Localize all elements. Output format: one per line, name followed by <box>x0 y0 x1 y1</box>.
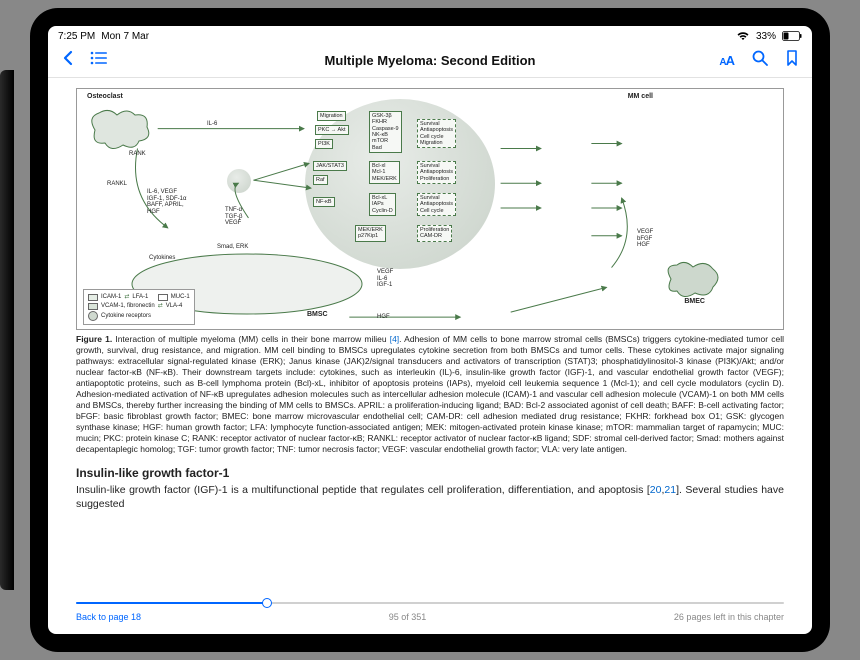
page-title: Multiple Myeloma: Second Edition <box>48 53 812 68</box>
bottom-bar: Back to page 18 95 of 351 26 pages left … <box>48 594 812 634</box>
back-to-page-link[interactable]: Back to page 18 <box>76 612 141 622</box>
status-left: 7:25 PM Mon 7 Mar <box>58 31 149 42</box>
back-button[interactable] <box>62 50 74 71</box>
screen: 7:25 PM Mon 7 Mar 33% Multiple Myeloma: … <box>48 26 812 634</box>
fig-label-bmec: BMEC <box>684 298 705 307</box>
figure-caption: Figure 1. Interaction of multiple myelom… <box>76 334 784 456</box>
lg-cytrec: Cytokine receptors <box>101 312 151 321</box>
status-bar: 7:25 PM Mon 7 Mar 33% <box>48 26 812 44</box>
status-right: 33% <box>736 31 802 42</box>
effect-0: Survival Antiapoptosis Cell cycle Migrat… <box>417 119 456 148</box>
caption-lead: Interaction of multiple myeloma (MM) cel… <box>112 334 390 344</box>
status-date: Mon 7 Mar <box>101 31 149 42</box>
search-button[interactable] <box>752 50 768 71</box>
kinase-pi3k: PI3K <box>315 139 333 149</box>
caption-body: . Adhesion of MM cells to bone marrow st… <box>76 334 784 454</box>
bookmark-icon <box>786 50 798 66</box>
cite-21[interactable]: 21 <box>664 484 676 496</box>
text-size-button[interactable]: AA <box>719 53 734 68</box>
text-size-icon: AA <box>719 53 734 68</box>
kinase-jak: JAK/STAT3 <box>313 161 347 171</box>
effect-1: Survival Antiapoptosis Proliferation <box>417 161 456 184</box>
slider-thumb[interactable] <box>262 598 272 608</box>
toolbar: Multiple Myeloma: Second Edition AA <box>48 44 812 78</box>
fig-rank: RANK <box>129 151 146 158</box>
effect-3: Proliferation CAM-DR <box>417 225 452 242</box>
figure-1: Osteoclast MM cell <box>76 88 784 330</box>
section-body: Insulin-like growth factor (IGF)-1 is a … <box>76 483 784 511</box>
search-icon <box>752 50 768 66</box>
battery-icon <box>782 31 802 41</box>
lg-muc: MUC-1 <box>171 293 190 302</box>
fig-vegf-bfgf: VEGF bFGF HGF <box>637 229 653 249</box>
tablet-frame: 7:25 PM Mon 7 Mar 33% Multiple Myeloma: … <box>30 8 830 652</box>
slider-fill <box>76 602 267 604</box>
kinase-pkc: PKC → Akt <box>315 125 349 135</box>
target-0: GSK-3β FKHR Caspase-9 NK-κB mTOR Bad <box>369 111 402 153</box>
cite-20[interactable]: 20 <box>650 484 662 496</box>
lg-icam: ICAM-1 <box>101 293 121 302</box>
target-1: Bcl-xl Mcl-1 MEK/ERK <box>369 161 400 184</box>
kinase-mek: MEK/ERK p27Kip1 <box>355 225 386 242</box>
lg-vcam: VCAM-1, fibronectin <box>101 302 155 311</box>
fig-tnf: TNF-α TGF-β VEGF <box>225 207 242 227</box>
wifi-icon <box>736 31 750 41</box>
device-left-edge <box>0 70 14 590</box>
battery-pct: 33% <box>756 31 776 42</box>
figure-legend: ICAM-1 ⇄ LFA-1 MUC-1 VCAM-1, fibronectin… <box>83 289 195 325</box>
kinase-nfkb: NF-κB <box>313 197 335 207</box>
kinase-migration: Migration <box>317 111 346 121</box>
section-heading: Insulin-like growth factor-1 <box>76 466 784 481</box>
kinase-raf: Raf <box>313 175 328 185</box>
body-a: Insulin-like growth factor (IGF)-1 is a … <box>76 484 650 496</box>
page-content[interactable]: Osteoclast MM cell <box>48 78 812 594</box>
fig-il6: IL-6 <box>207 121 217 128</box>
caption-cite[interactable]: [4] <box>390 334 399 344</box>
fig-rankl: RANKL <box>107 181 127 188</box>
fig-vegf-il6: VEGF IL-6 IGF-1 <box>377 269 393 289</box>
caption-label: Figure 1. <box>76 334 112 344</box>
bmec-shape <box>663 259 723 299</box>
lg-vla: VLA-4 <box>166 302 183 311</box>
fig-label-bmsc: BMSC <box>307 311 328 320</box>
page-slider[interactable] <box>76 602 784 604</box>
list-icon <box>90 51 108 65</box>
lg-lfa: LFA-1 <box>132 293 148 302</box>
fig-left-cluster: IL-6, VEGF IGF-1, SDF-1α BAFF, APRIL, HG… <box>147 189 186 215</box>
effect-2: Survival Antiapoptosis Cell cycle <box>417 193 456 216</box>
fig-hgf: HGF <box>377 314 390 321</box>
page-indicator: 95 of 351 <box>389 612 427 622</box>
pages-remaining: 26 pages left in this chapter <box>674 612 784 622</box>
toc-button[interactable] <box>90 51 108 70</box>
status-time: 7:25 PM <box>58 31 95 42</box>
target-2: Bcl-xL IAPs Cyclin-D <box>369 193 396 216</box>
chevron-left-icon <box>62 50 74 66</box>
bookmark-button[interactable] <box>786 50 798 71</box>
